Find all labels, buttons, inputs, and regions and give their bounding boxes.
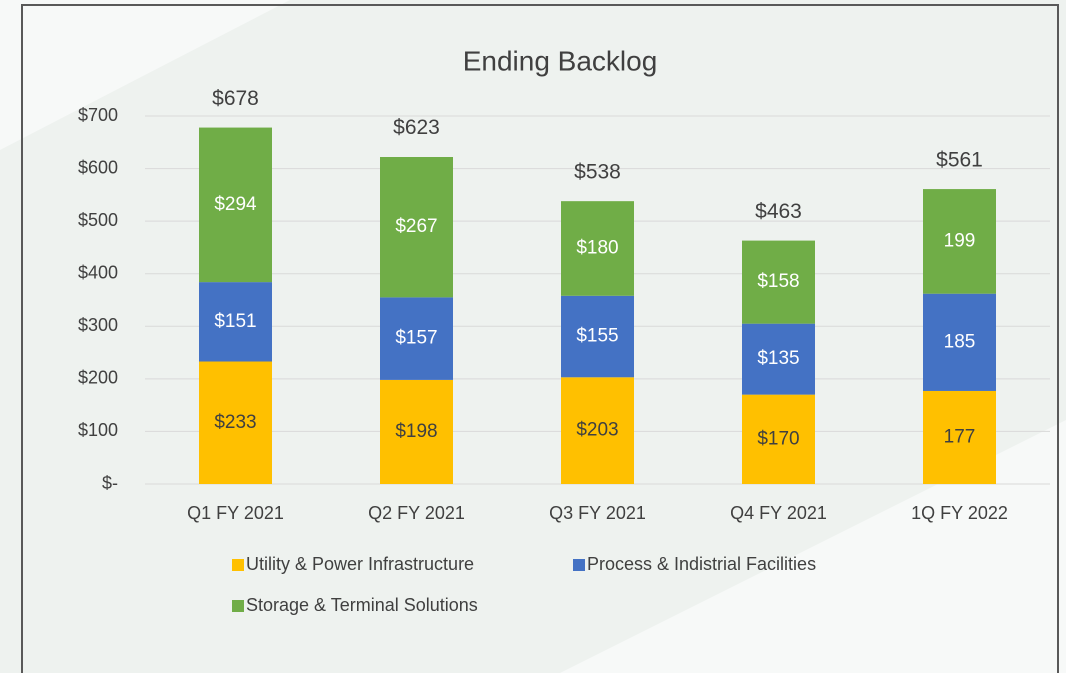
value-label: $294 [214, 194, 257, 215]
value-label: $203 [576, 420, 618, 441]
bar-segment [923, 189, 996, 294]
bar-segment [561, 295, 634, 378]
x-tick-label: Q3 FY 2021 [549, 503, 646, 523]
bar-segment [742, 240, 815, 324]
y-tick-label: $300 [78, 315, 118, 335]
bar-segment [380, 297, 453, 380]
legend-label: Utility & Power Infrastructure [246, 554, 474, 574]
bar-segment [923, 293, 996, 391]
bar-segment [199, 361, 272, 484]
y-tick-label: $100 [78, 420, 118, 440]
bar-segment [923, 390, 996, 484]
x-tick-label: 1Q FY 2022 [911, 503, 1008, 523]
value-label: $267 [395, 216, 437, 237]
bar-segment [380, 379, 453, 484]
bar-segment [742, 323, 815, 395]
y-tick-label: $400 [78, 262, 118, 282]
x-tick-label: Q4 FY 2021 [730, 503, 827, 523]
y-tick-label: $700 [78, 105, 118, 125]
value-label: $233 [214, 412, 256, 433]
total-label: $678 [212, 87, 259, 110]
x-tick-label: Q1 FY 2021 [187, 503, 284, 523]
legend-swatch [232, 600, 244, 612]
total-label: $463 [755, 200, 802, 223]
y-tick-label: $600 [78, 157, 118, 177]
bar-segment [199, 127, 272, 283]
chart-title: Ending Backlog [463, 45, 658, 76]
legend-swatch [232, 559, 244, 571]
bar-segment [199, 282, 272, 362]
total-label: $623 [393, 116, 440, 139]
legend-label: Process & Indistrial Facilities [587, 554, 816, 574]
value-label: $158 [757, 271, 799, 292]
y-tick-label: $500 [78, 210, 118, 230]
total-label: $561 [936, 149, 983, 172]
value-label: $157 [395, 328, 437, 349]
value-label: $170 [757, 428, 799, 449]
bar-segment [561, 201, 634, 296]
background-shape [0, 0, 290, 150]
total-label: $538 [574, 161, 621, 184]
value-label: 199 [944, 230, 976, 251]
value-label: 177 [944, 426, 976, 447]
legend-label: Storage & Terminal Solutions [246, 595, 478, 615]
x-tick-label: Q2 FY 2021 [368, 503, 465, 523]
y-tick-label: $- [102, 473, 118, 493]
value-label: $151 [214, 311, 256, 332]
value-label: 185 [944, 331, 976, 352]
value-label: $155 [576, 326, 618, 347]
bar-segment [561, 377, 634, 484]
y-tick-label: $200 [78, 368, 118, 388]
value-label: $135 [757, 348, 799, 369]
legend-swatch [573, 559, 585, 571]
value-label: $198 [395, 421, 437, 442]
bar-segment [380, 157, 453, 298]
value-label: $180 [576, 237, 618, 258]
bar-segment [742, 394, 815, 484]
frame [21, 4, 1059, 673]
